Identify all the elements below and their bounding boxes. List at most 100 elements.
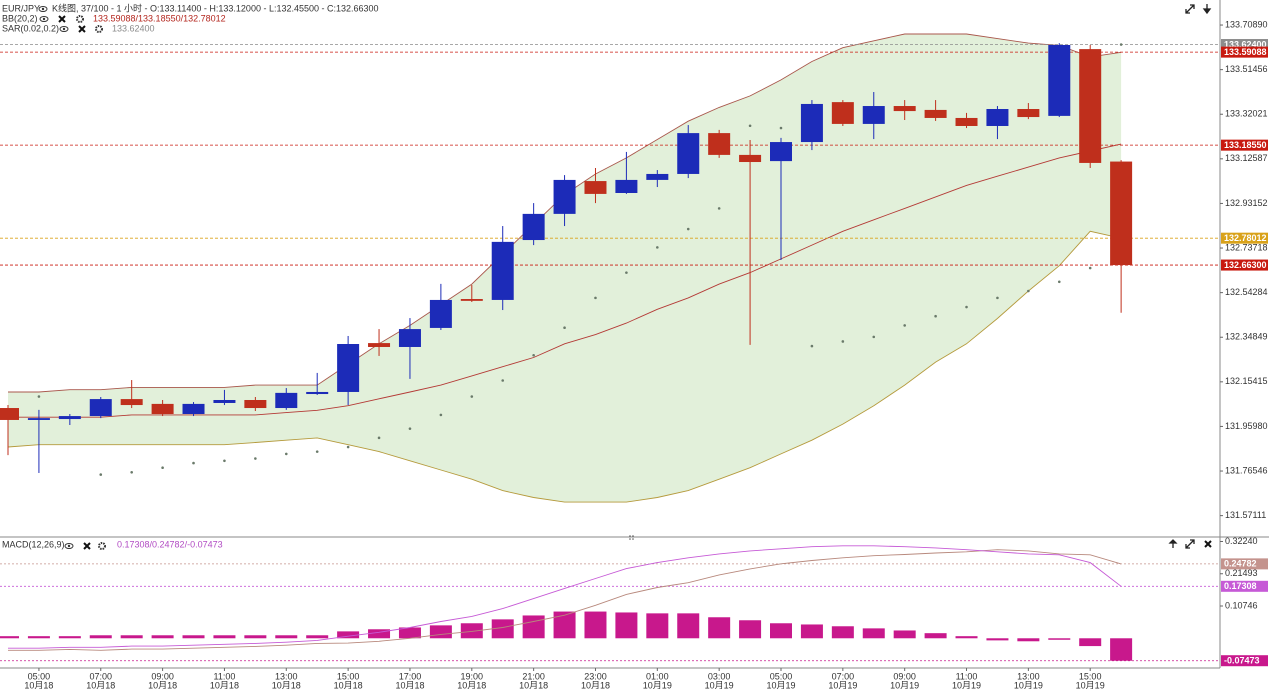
candle-body [1048, 44, 1071, 116]
gear-icon[interactable] [95, 25, 103, 33]
sar-dot [1088, 266, 1092, 270]
eye-icon[interactable] [38, 6, 48, 12]
macd-close-button[interactable] [1204, 540, 1212, 548]
macd-label: MACD(12,26,9) [2, 539, 65, 549]
macd-bar [1079, 638, 1102, 647]
price-marker-label: 0.17308 [1224, 581, 1257, 591]
price-marker-label: 133.62400 [1224, 39, 1267, 49]
x-tick-label: 05:00 [28, 671, 51, 681]
sar-dot [1027, 289, 1030, 293]
candle-body [522, 213, 545, 241]
resize-handle[interactable] [629, 538, 631, 540]
macd-bar [615, 612, 638, 639]
macd-bar [0, 636, 19, 639]
x-tick-label: 21:00 [522, 671, 545, 681]
sar-dot [501, 379, 505, 382]
macd-expand-button[interactable] [1185, 539, 1195, 549]
candle-body [1017, 109, 1040, 118]
macd-bar [800, 624, 823, 639]
y-tick-label: 0.10746 [1225, 600, 1258, 610]
x-tick-date: 10月18 [272, 680, 301, 689]
sar-dot [315, 450, 319, 453]
candle-body [58, 416, 81, 420]
macd-dif [8, 545, 1122, 649]
x-tick-label: 11:00 [956, 671, 978, 681]
x-tick-date: 10月19 [705, 680, 734, 689]
macd-bar [708, 617, 731, 639]
macd-bar [151, 635, 174, 639]
candle-body [770, 142, 792, 162]
sar-dot [717, 207, 721, 210]
price-marker-label: 132.78012 [1224, 233, 1267, 243]
candle-body [0, 408, 19, 420]
candle-body [213, 399, 236, 403]
sar-values: 133.62400 [112, 23, 155, 33]
bollinger-fill [8, 33, 1122, 503]
price-marker [1221, 139, 1268, 151]
sar-dot [408, 427, 412, 430]
macd-bar [924, 633, 947, 639]
x-tick-date: 10月18 [86, 680, 115, 689]
candle-body [368, 343, 391, 347]
expand-button[interactable] [1185, 4, 1195, 14]
resize-handle[interactable] [629, 535, 631, 537]
x-tick-date: 10月18 [148, 680, 177, 689]
candle-body [677, 133, 700, 174]
resize-handle[interactable] [632, 538, 634, 540]
sar-dot [779, 126, 783, 130]
eye-pupil [67, 544, 71, 548]
close-icon[interactable] [83, 542, 91, 550]
y-tick-label: 132.93152 [1225, 198, 1268, 208]
gear-icon[interactable] [76, 15, 84, 23]
gear-icon[interactable] [98, 542, 106, 550]
sar-dot [161, 466, 164, 469]
sar-label: SAR(0.02,0.2) [2, 23, 59, 33]
macd-bar [213, 635, 236, 639]
eye-icon[interactable] [59, 26, 69, 32]
sar-dot [99, 473, 103, 476]
macd-bar [1048, 638, 1071, 640]
x-tick-label: 23:00 [584, 671, 607, 681]
sar-dot [965, 305, 968, 309]
candle-body [739, 154, 762, 163]
candle-body [1110, 161, 1133, 266]
close-icon[interactable] [78, 25, 86, 33]
x-tick-date: 10月19 [1076, 680, 1105, 689]
y-tick-label: 132.34849 [1225, 332, 1268, 342]
candle-body [986, 109, 1009, 126]
eye-icon[interactable] [39, 16, 49, 22]
price-marker-label: 0.24782 [1224, 559, 1257, 569]
x-tick-label: 15:00 [1079, 671, 1102, 681]
down-button[interactable] [1202, 4, 1212, 15]
candle-body [306, 391, 329, 395]
x-tick-label: 13:00 [1017, 671, 1040, 681]
candle-body [429, 299, 452, 328]
sar-dot [223, 459, 226, 463]
close-icon[interactable] [58, 15, 66, 23]
macd-bar [677, 613, 700, 639]
sar-dot [130, 470, 133, 474]
sar-dot [686, 227, 690, 231]
x-tick-date: 10月19 [766, 680, 795, 689]
macd-bar [306, 635, 329, 639]
x-tick-label: 09:00 [151, 671, 174, 681]
price-marker [1221, 46, 1268, 58]
candle-body [27, 418, 50, 420]
candle-body [584, 181, 607, 194]
macd-bar [770, 623, 792, 639]
x-tick-label: 01:00 [646, 671, 669, 681]
bb-values: 133.59088/133.18550/132.78012 [93, 13, 226, 23]
candle-body [708, 133, 731, 155]
x-tick-date: 10月18 [210, 680, 239, 689]
eye-icon[interactable] [64, 543, 74, 549]
candle-body [615, 179, 638, 193]
sar-dot [934, 314, 937, 318]
price-marker [1221, 655, 1268, 667]
y-tick-label: 133.32021 [1225, 109, 1268, 119]
macd-values: 0.17308/0.24782/-0.07473 [117, 539, 223, 549]
candle-body [1079, 49, 1102, 163]
up-button[interactable] [1168, 539, 1178, 548]
resize-handle[interactable] [632, 535, 634, 537]
y-tick-label: 131.95980 [1225, 421, 1268, 431]
